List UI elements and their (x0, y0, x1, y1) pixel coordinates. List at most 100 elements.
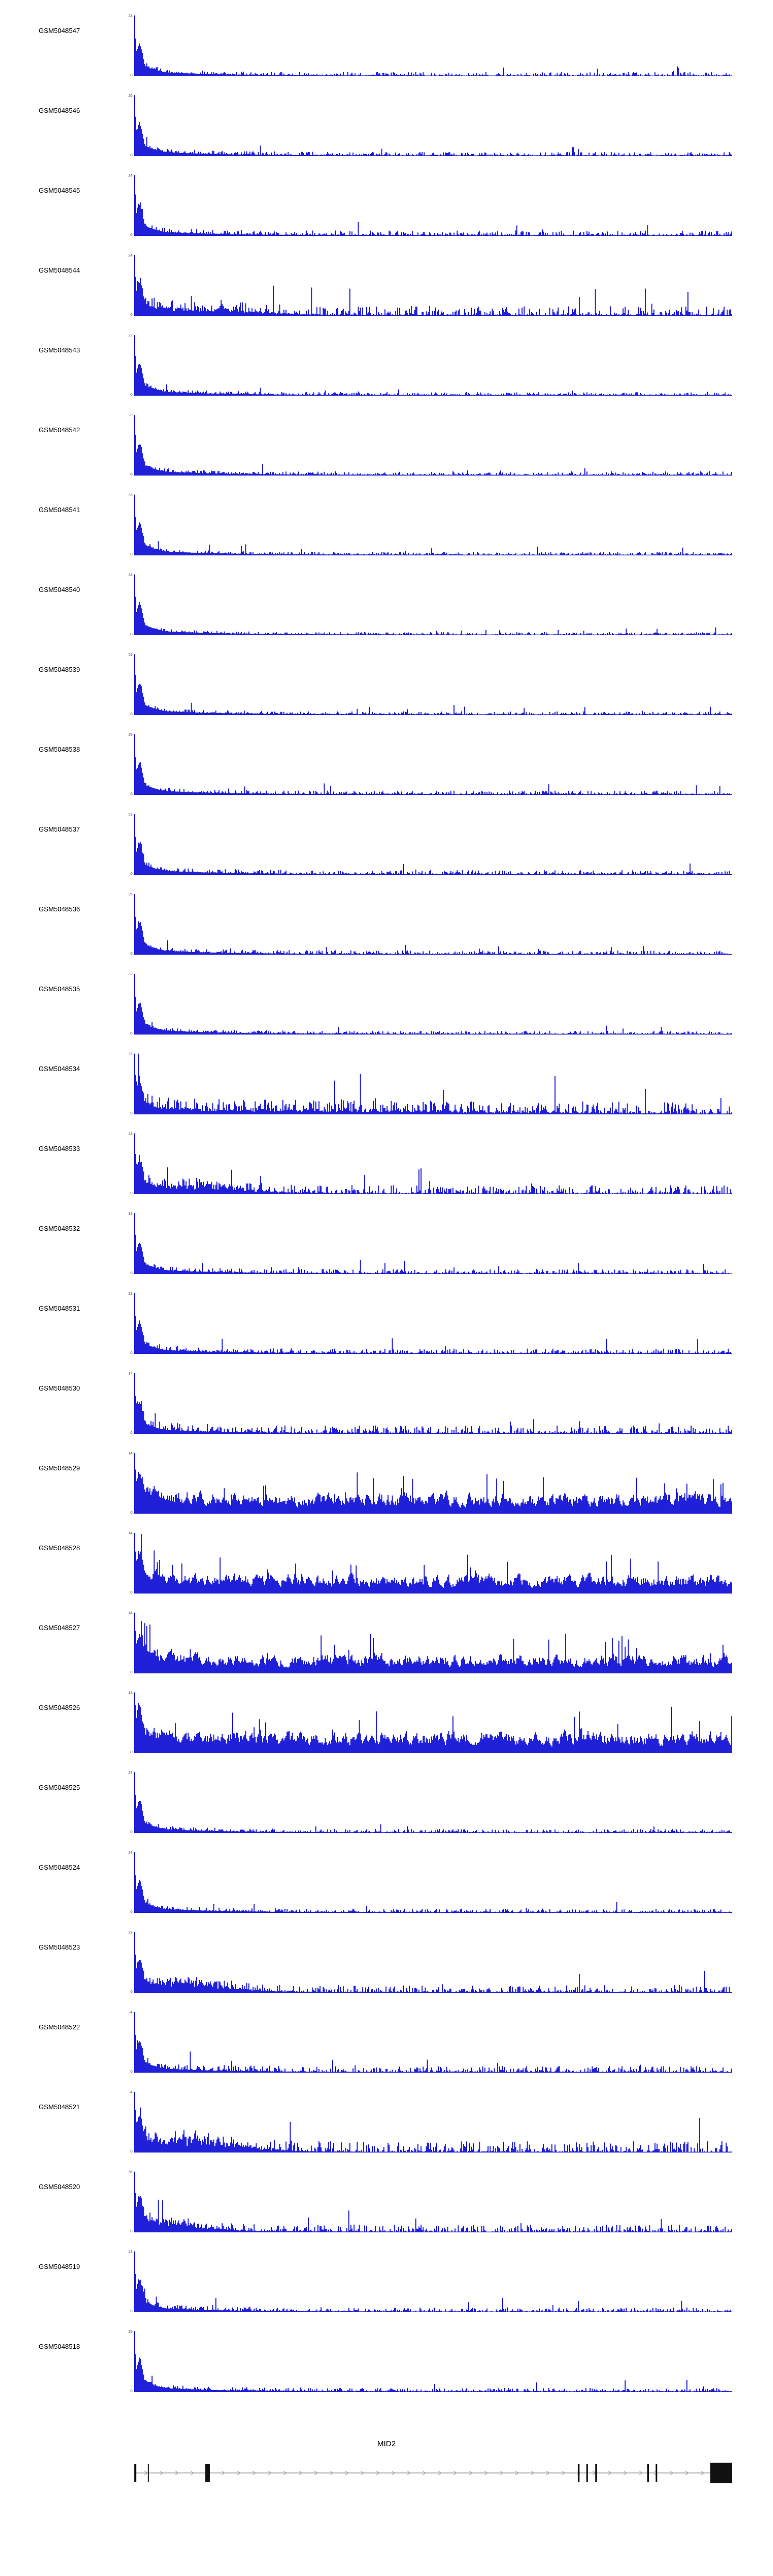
track-label: GSM5048546 (39, 107, 80, 114)
coverage-track: GSM5048529 14 0 (0, 1452, 773, 1533)
coverage-track: GSM5048523 23 0 (0, 1931, 773, 2012)
coverage-histogram (134, 574, 732, 635)
coverage-track: GSM5048546 25 0 (0, 94, 773, 175)
track-plot: 51 0 (128, 653, 732, 716)
track-plot: 14 0 (128, 1612, 732, 1674)
strand-direction-arrow-icon (515, 2470, 519, 2476)
track-label: GSM5048527 (39, 1624, 80, 1632)
track-plot: 24 0 (128, 2091, 732, 2154)
track-plot: 24 0 (128, 1851, 732, 1914)
y-axis-min: 0 (130, 872, 132, 876)
y-axis-max: 51 (128, 653, 132, 657)
coverage-area (134, 1613, 732, 1673)
y-axis-min: 0 (130, 633, 132, 636)
coverage-area (134, 95, 732, 156)
y-axis-max: 24 (128, 1771, 132, 1775)
track-label: GSM5048538 (39, 745, 80, 753)
y-axis-max: 25 (128, 2330, 132, 2334)
gene-exon (147, 2464, 149, 2482)
track-plot: 25 0 (128, 2330, 732, 2393)
strand-direction-arrow-icon (669, 2470, 674, 2476)
coverage-histogram (134, 1772, 732, 1833)
strand-direction-arrow-icon (283, 2470, 287, 2476)
coverage-track: GSM5048545 24 0 (0, 174, 773, 255)
coverage-histogram (134, 95, 732, 156)
coverage-area (134, 2012, 732, 2073)
track-label: GSM5048542 (39, 426, 80, 434)
y-axis-max: 24 (128, 254, 132, 258)
coverage-area (134, 1772, 732, 1833)
track-plot: 24 0 (128, 2011, 732, 2074)
coverage-histogram (134, 1293, 732, 1354)
y-axis-max: 25 (128, 733, 132, 737)
y-axis-min: 0 (130, 74, 132, 77)
coverage-area (134, 2092, 732, 2153)
strand-direction-arrow-icon (499, 2470, 503, 2476)
coverage-area (134, 1852, 732, 1913)
strand-direction-arrow-icon (407, 2470, 411, 2476)
coverage-track: GSM5048531 22 0 (0, 1292, 773, 1373)
coverage-histogram (134, 495, 732, 555)
gene-exon (656, 2464, 658, 2482)
y-axis-min: 0 (130, 1910, 132, 1914)
coverage-area (134, 1453, 732, 1514)
gene-exon-block (710, 2463, 732, 2483)
y-axis-max: 23 (128, 414, 132, 417)
gene-name-label: MID2 (377, 2439, 396, 2448)
gene-exon (586, 2464, 588, 2482)
y-axis-max: 24 (128, 2011, 132, 2014)
gene-exon (595, 2464, 597, 2482)
coverage-track: GSM5048519 24 0 (0, 2250, 773, 2331)
track-label: GSM5048524 (39, 1863, 80, 1871)
y-axis-min: 0 (130, 313, 132, 317)
track-label: GSM5048537 (39, 825, 80, 833)
gene-exon (134, 2464, 137, 2482)
coverage-track: GSM5048525 24 0 (0, 1771, 773, 1852)
y-axis-max: 27 (128, 1053, 132, 1056)
gene-model-track (134, 2463, 732, 2483)
track-label: GSM5048545 (39, 187, 80, 194)
y-axis-max: 24 (128, 1132, 132, 1136)
coverage-histogram (134, 894, 732, 955)
strand-direction-arrow-icon (546, 2470, 550, 2476)
track-label: GSM5048535 (39, 985, 80, 993)
strand-direction-arrow-icon (468, 2470, 473, 2476)
track-plot: 22 0 (128, 1292, 732, 1355)
gene-exon (205, 2464, 210, 2482)
track-label: GSM5048540 (39, 586, 80, 594)
coverage-area (134, 15, 732, 76)
coverage-track: GSM5048522 24 0 (0, 2011, 773, 2092)
coverage-area (134, 175, 732, 236)
y-axis-max: 13 (128, 1691, 132, 1695)
strand-direction-arrow-icon (608, 2470, 612, 2476)
coverage-area (134, 2331, 732, 2392)
coverage-area (134, 255, 732, 316)
y-axis-min: 0 (130, 1831, 132, 1834)
coverage-track: GSM5048547 24 0 (0, 14, 773, 95)
strand-direction-arrow-icon (144, 2470, 148, 2476)
track-label: GSM5048547 (39, 27, 80, 35)
coverage-area (134, 1373, 732, 1434)
coverage-histogram (134, 1692, 732, 1753)
track-plot: 25 0 (128, 733, 732, 796)
track-plot: 21 0 (128, 813, 732, 876)
track-label: GSM5048533 (39, 1145, 80, 1153)
y-axis-max: 22 (128, 334, 132, 337)
track-plot: 23 0 (128, 1931, 732, 1994)
track-plot: 36 0 (128, 2171, 732, 2233)
y-axis-max: 24 (128, 174, 132, 178)
y-axis-max: 33 (128, 494, 132, 497)
coverage-track: GSM5048541 33 0 (0, 494, 773, 574)
y-axis-min: 0 (130, 393, 132, 397)
strand-direction-arrow-icon (221, 2470, 225, 2476)
y-axis-min: 0 (130, 2230, 132, 2233)
y-axis-min: 0 (130, 713, 132, 716)
track-plot: 24 0 (128, 14, 732, 77)
coverage-area (134, 814, 732, 875)
y-axis-max: 24 (128, 573, 132, 577)
track-label: GSM5048529 (39, 1464, 80, 1472)
coverage-histogram (134, 1133, 732, 1194)
y-axis-min: 0 (130, 2310, 132, 2313)
track-plot: 25 0 (128, 893, 732, 956)
track-plot: 25 0 (128, 94, 732, 157)
